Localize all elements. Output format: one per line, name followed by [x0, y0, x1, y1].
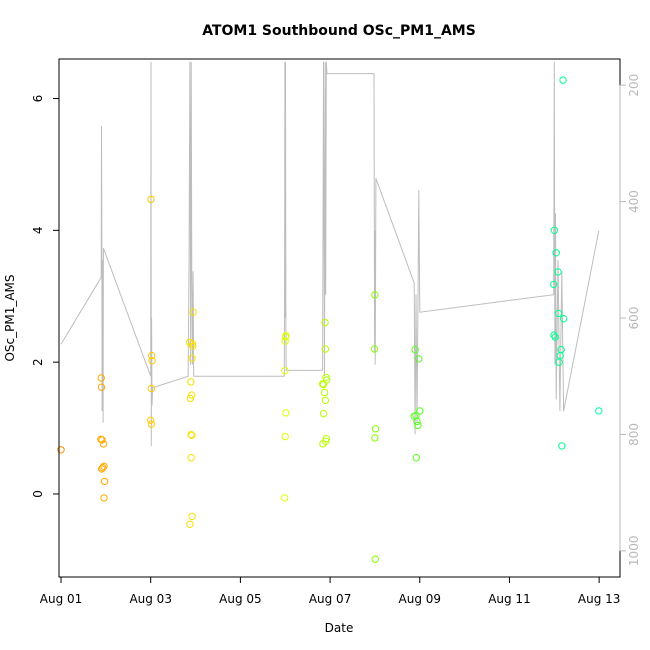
- trace-line: [60, 61, 600, 447]
- data-point: [411, 345, 419, 354]
- data-point: [99, 440, 108, 448]
- data-point: [412, 454, 420, 462]
- data-point: [189, 308, 197, 316]
- secondary-y-tick-label: 600: [627, 307, 641, 330]
- data-point: [319, 409, 328, 418]
- data-point: [188, 431, 196, 439]
- y-tick-label: 6: [31, 95, 45, 103]
- x-tick-label: Aug 07: [309, 592, 352, 606]
- data-point: [98, 436, 106, 444]
- data-point: [555, 358, 563, 366]
- x-tick-label: Aug 03: [129, 592, 172, 606]
- data-point: [97, 383, 106, 391]
- data-point: [186, 394, 195, 403]
- y-tick-label: 4: [31, 227, 45, 235]
- data-point: [371, 434, 379, 442]
- plot-area-frame: [58, 58, 621, 578]
- data-point: [147, 420, 156, 428]
- data-point: [100, 462, 108, 470]
- data-point: [321, 318, 329, 327]
- data-point: [100, 477, 109, 486]
- data-point: [416, 407, 424, 415]
- data-point: [147, 384, 156, 393]
- secondary-y-tick-label: 1000: [627, 536, 641, 567]
- data-point: [550, 280, 558, 289]
- data-point: [188, 340, 197, 348]
- data-point: [147, 195, 155, 204]
- data-point: [371, 555, 379, 563]
- data-point: [97, 374, 105, 382]
- data-point: [550, 331, 558, 339]
- x-tick-label: Aug 11: [488, 592, 531, 606]
- data-point: [187, 430, 195, 439]
- y-axis: 0 2 4 6: [31, 95, 60, 498]
- data-point: [595, 407, 603, 415]
- secondary-y-tick-label: 400: [627, 190, 641, 213]
- data-point: [318, 380, 327, 388]
- data-point: [415, 355, 423, 363]
- data-point: [282, 409, 290, 417]
- data-point: [323, 376, 331, 384]
- chart-title: ATOM1 Southbound OSc_PM1_AMS: [202, 23, 476, 39]
- data-point: [413, 417, 421, 426]
- data-point: [320, 388, 329, 397]
- x-axis-label: Date: [325, 621, 354, 635]
- data-point: [188, 512, 196, 521]
- data-point: [554, 268, 562, 276]
- scatter-points: [57, 76, 603, 563]
- data-point: [147, 416, 155, 424]
- data-point: [187, 378, 195, 386]
- data-point: [552, 249, 560, 257]
- data-point: [282, 332, 290, 340]
- secondary-y-tick-label: 200: [627, 74, 641, 97]
- data-point: [558, 442, 566, 450]
- data-point: [281, 432, 289, 441]
- data-point: [188, 354, 196, 362]
- data-point: [550, 226, 558, 235]
- data-point: [559, 76, 567, 84]
- data-point: [551, 333, 559, 341]
- data-point: [99, 463, 107, 472]
- data-point: [188, 391, 196, 399]
- data-point: [186, 520, 194, 528]
- x-tick-label: Aug 13: [578, 592, 621, 606]
- data-point: [371, 425, 380, 433]
- data-point: [555, 309, 563, 318]
- x-axis: Aug 01 Aug 03 Aug 05 Aug 07 Aug 09 Aug 11 Aug …: [40, 576, 621, 606]
- data-point: [57, 446, 65, 454]
- data-point: [148, 357, 156, 365]
- secondary-trace: [60, 61, 600, 447]
- data-point: [321, 396, 330, 405]
- data-point: [321, 345, 330, 353]
- data-point: [189, 342, 197, 350]
- secondary-y-tick-label: 800: [627, 423, 641, 446]
- x-tick-label: Aug 01: [40, 592, 83, 606]
- data-point: [370, 345, 379, 353]
- data-point: [147, 351, 156, 360]
- data-point: [322, 434, 330, 443]
- data-point: [281, 367, 289, 375]
- data-point: [100, 494, 108, 502]
- data-point: [371, 291, 379, 299]
- x-tick-label: Aug 09: [399, 592, 442, 606]
- x-tick-label: Aug 05: [219, 592, 262, 606]
- y-tick-label: 0: [31, 490, 45, 498]
- data-point: [559, 315, 568, 323]
- data-point: [281, 337, 289, 345]
- y-tick-label: 2: [31, 358, 45, 366]
- data-point: [414, 421, 422, 430]
- data-point: [187, 454, 195, 462]
- data-point: [280, 494, 289, 502]
- y-axis-label: OSc_PM1_AMS: [3, 274, 17, 361]
- secondary-y-axis: 200 400 600 800 1000: [619, 74, 641, 567]
